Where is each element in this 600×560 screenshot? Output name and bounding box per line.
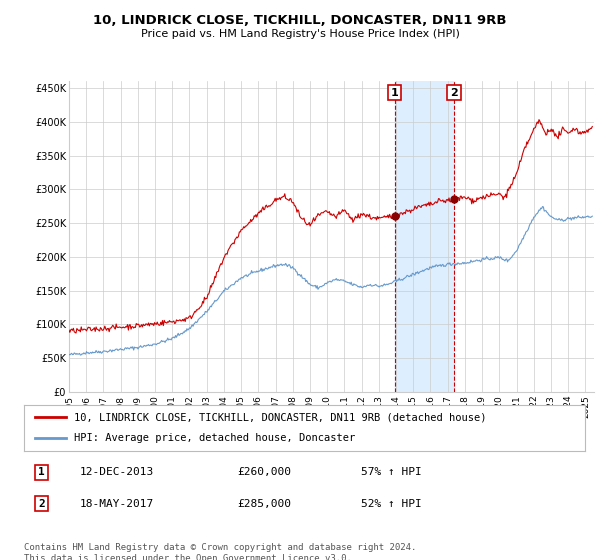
Text: 18-MAY-2017: 18-MAY-2017 [80,499,154,508]
Text: 1: 1 [391,88,398,97]
Text: 10, LINDRICK CLOSE, TICKHILL, DONCASTER, DN11 9RB (detached house): 10, LINDRICK CLOSE, TICKHILL, DONCASTER,… [74,412,487,422]
Bar [395,81,454,392]
Text: 57% ↑ HPI: 57% ↑ HPI [361,468,421,478]
Text: 2: 2 [38,499,45,508]
Text: Contains HM Land Registry data © Crown copyright and database right 2024.
This d: Contains HM Land Registry data © Crown c… [24,543,416,560]
Text: 12-DEC-2013: 12-DEC-2013 [80,468,154,478]
Text: £285,000: £285,000 [237,499,291,508]
Text: £260,000: £260,000 [237,468,291,478]
Text: 2: 2 [450,88,458,97]
Text: 10, LINDRICK CLOSE, TICKHILL, DONCASTER, DN11 9RB: 10, LINDRICK CLOSE, TICKHILL, DONCASTER,… [93,14,507,27]
Text: Price paid vs. HM Land Registry's House Price Index (HPI): Price paid vs. HM Land Registry's House … [140,29,460,39]
Text: 1: 1 [38,468,45,478]
Text: 52% ↑ HPI: 52% ↑ HPI [361,499,421,508]
Text: HPI: Average price, detached house, Doncaster: HPI: Average price, detached house, Donc… [74,433,356,444]
